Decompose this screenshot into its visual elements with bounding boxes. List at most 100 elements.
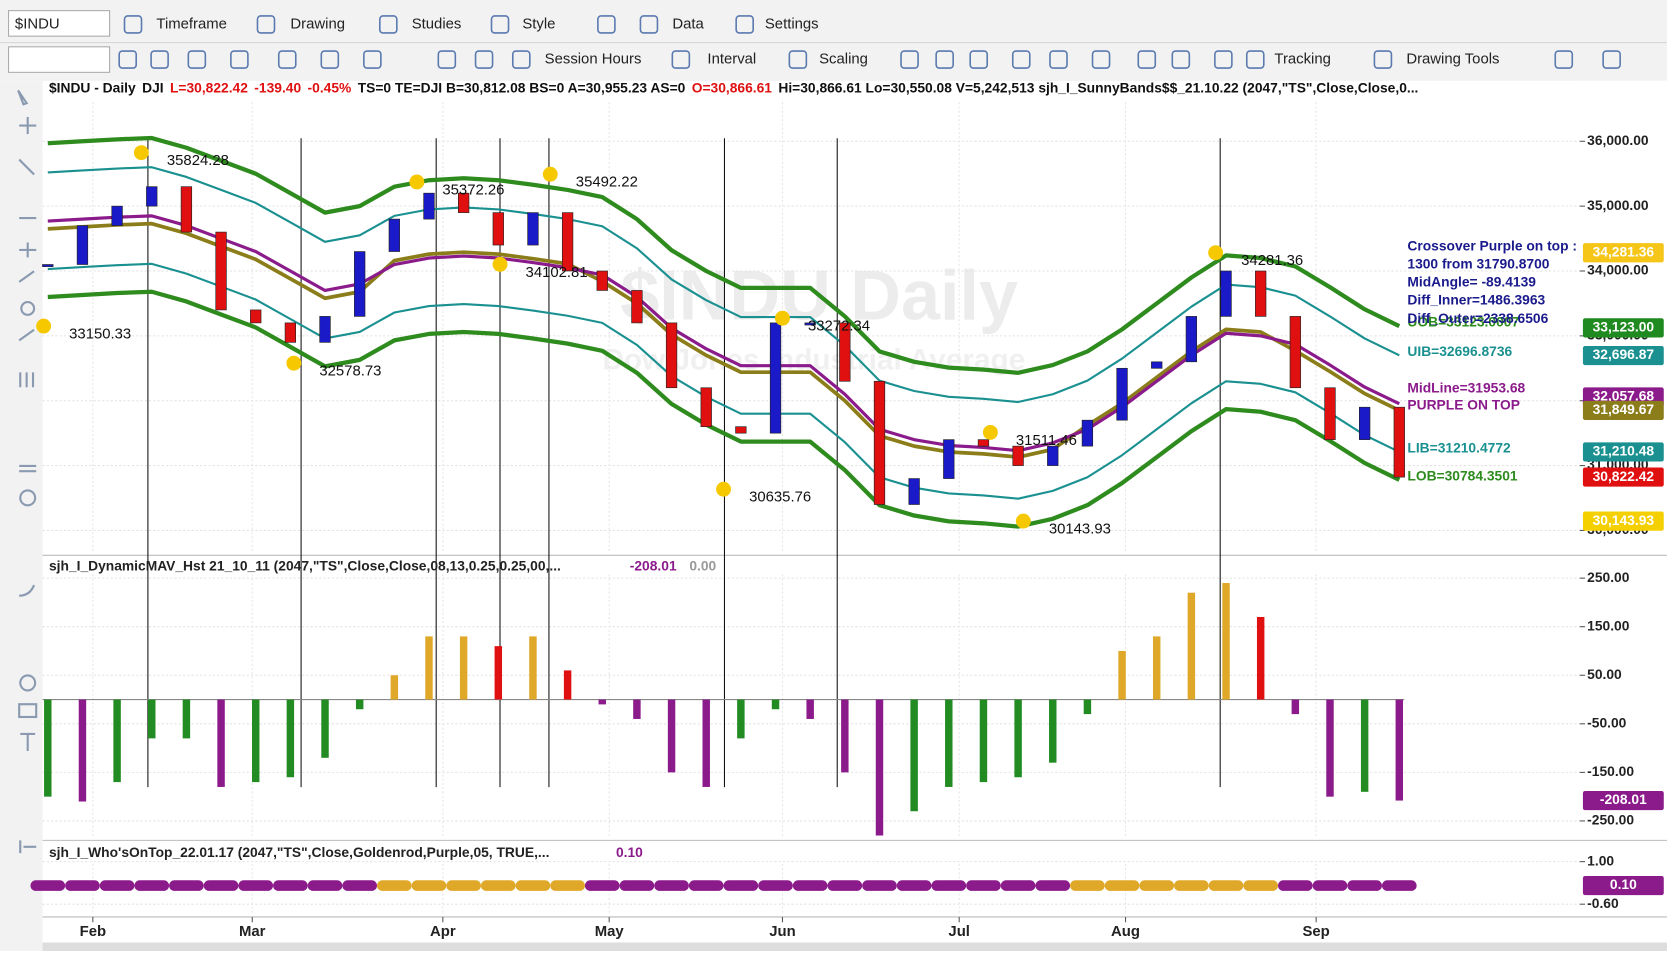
tool-icon[interactable] bbox=[900, 50, 919, 69]
tool-icon[interactable] bbox=[935, 50, 954, 69]
hist-bar bbox=[1395, 699, 1404, 801]
side-toolbar bbox=[0, 80, 43, 951]
tool-icon[interactable] bbox=[1011, 50, 1031, 69]
tool-icon[interactable] bbox=[1373, 50, 1393, 69]
y-tick-label: -150.00 bbox=[1587, 763, 1634, 779]
candle bbox=[908, 478, 920, 505]
band-line bbox=[47, 289, 1401, 529]
tool-icon[interactable] bbox=[363, 50, 382, 69]
state-dot bbox=[1104, 880, 1140, 891]
header-pct: -0.45% bbox=[308, 79, 352, 95]
swing-label: 33272.34 bbox=[808, 319, 870, 335]
side-icons bbox=[17, 89, 38, 854]
price-label: 32,696.87 bbox=[1593, 346, 1655, 362]
hist-bar bbox=[598, 699, 606, 705]
tool-icon[interactable] bbox=[256, 15, 276, 34]
tool-icon[interactable] bbox=[788, 50, 808, 69]
value-label: 0.10 bbox=[1610, 876, 1637, 892]
tool[interactable]: Scaling bbox=[819, 52, 868, 68]
state-dot bbox=[1381, 880, 1417, 891]
tool-icon[interactable] bbox=[118, 50, 138, 69]
symbol-box[interactable] bbox=[8, 10, 111, 37]
tool-icon[interactable] bbox=[150, 50, 169, 69]
hist-bar bbox=[78, 699, 87, 802]
menu[interactable]: Data bbox=[672, 16, 704, 32]
tool-icon[interactable] bbox=[320, 50, 340, 69]
state-dot bbox=[342, 880, 378, 891]
state-dot bbox=[862, 880, 897, 891]
tool-icon[interactable] bbox=[1137, 50, 1157, 69]
state-dot bbox=[307, 880, 343, 891]
state-dot bbox=[792, 880, 828, 891]
swing-marker bbox=[492, 256, 508, 272]
tool-icon[interactable] bbox=[511, 50, 531, 69]
menu[interactable]: Drawing bbox=[290, 16, 345, 32]
state-dot bbox=[1139, 880, 1175, 891]
tool-icon[interactable] bbox=[1602, 50, 1621, 69]
tool-icon[interactable] bbox=[123, 15, 143, 34]
swing-marker bbox=[716, 481, 731, 497]
price-label-box bbox=[1582, 442, 1664, 462]
tool-icon[interactable] bbox=[1214, 50, 1233, 69]
tool[interactable]: Tracking bbox=[1274, 52, 1331, 68]
tool-icon[interactable] bbox=[277, 50, 297, 69]
tool-icon[interactable] bbox=[1091, 50, 1111, 69]
menu[interactable]: Studies bbox=[412, 16, 462, 32]
state-dot bbox=[1000, 880, 1036, 891]
candle bbox=[1081, 419, 1094, 447]
tool-icon[interactable] bbox=[1554, 50, 1574, 69]
menu[interactable]: Timeframe bbox=[156, 16, 227, 32]
tool[interactable]: Drawing Tools bbox=[1406, 52, 1499, 68]
tool-icon[interactable] bbox=[474, 50, 494, 69]
candle bbox=[527, 212, 539, 246]
state-dot bbox=[1278, 880, 1313, 891]
menu[interactable]: Settings bbox=[765, 16, 819, 32]
tool-icon[interactable] bbox=[735, 15, 754, 34]
swing-label: 31511.46 bbox=[1016, 433, 1077, 449]
tool-icon[interactable] bbox=[671, 50, 691, 69]
candle bbox=[1116, 367, 1128, 421]
panel-value: 0.10 bbox=[616, 844, 643, 860]
tool-icon[interactable] bbox=[379, 15, 398, 34]
tool-icon[interactable] bbox=[1049, 50, 1068, 69]
info-note: 1300 from 31790.8700 bbox=[1407, 256, 1549, 272]
hist-bar bbox=[390, 675, 399, 700]
scrollbar[interactable] bbox=[42, 942, 1667, 951]
candle bbox=[1289, 316, 1301, 389]
tool[interactable]: Session Hours bbox=[545, 52, 642, 68]
y-tick-label: 150.00 bbox=[1587, 617, 1630, 633]
tool-icon[interactable] bbox=[490, 15, 510, 34]
swing-marker bbox=[409, 174, 425, 190]
y-tick-label: 36,000.00 bbox=[1587, 132, 1649, 148]
tool-icon[interactable] bbox=[597, 15, 616, 34]
band-line bbox=[47, 135, 1401, 375]
swing-label: 35824.28 bbox=[167, 153, 229, 169]
tool[interactable]: Interval bbox=[707, 52, 756, 68]
header-exchange: DJI bbox=[142, 79, 164, 95]
combo-box[interactable] bbox=[8, 46, 111, 73]
x-tick-label: Jun bbox=[769, 924, 795, 940]
hist-bar bbox=[251, 699, 260, 783]
candle bbox=[700, 387, 712, 427]
tool-icon[interactable] bbox=[639, 15, 659, 34]
menu[interactable]: Style bbox=[522, 16, 555, 32]
state-dot bbox=[65, 880, 100, 891]
hist-bar bbox=[737, 699, 745, 739]
tool-icon[interactable] bbox=[437, 50, 457, 69]
state-dot bbox=[1174, 880, 1209, 891]
tool-icon[interactable] bbox=[969, 50, 989, 69]
panel-value: -208.01 bbox=[630, 558, 677, 574]
band-line bbox=[47, 166, 1400, 404]
tool-icon[interactable] bbox=[1245, 50, 1265, 69]
candle bbox=[665, 322, 678, 389]
state-dot bbox=[931, 880, 967, 891]
tool-icon[interactable] bbox=[1171, 50, 1191, 69]
state-dot bbox=[966, 880, 1001, 891]
tool-icon[interactable] bbox=[230, 50, 249, 69]
tool-icon[interactable] bbox=[187, 50, 207, 69]
candle bbox=[631, 290, 643, 324]
band-label: LIB=31210.4772 bbox=[1407, 439, 1511, 455]
hist-bar bbox=[1360, 699, 1369, 792]
symbol[interactable]: $INDU bbox=[15, 16, 60, 32]
